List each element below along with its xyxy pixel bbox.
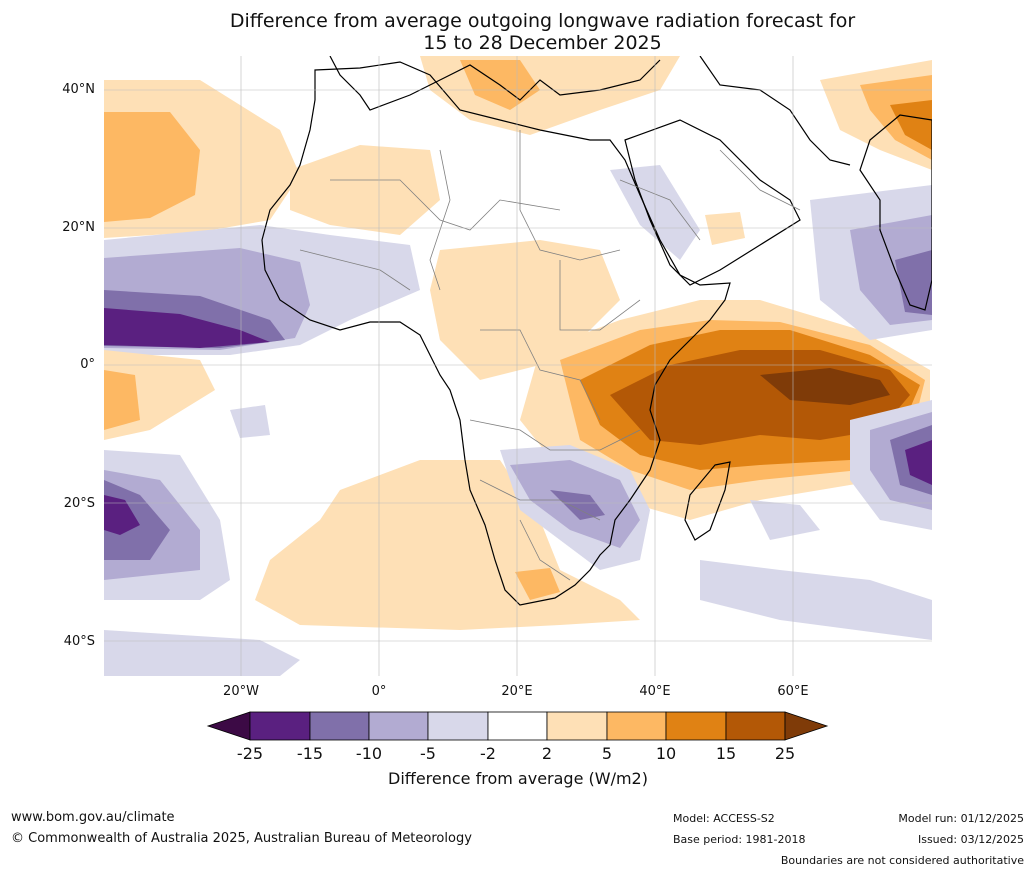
colorbar-segment-10-15 [665,711,727,741]
anomaly-se-indian-neg-max [905,440,932,485]
lat-label-40n: 40°N [62,82,95,97]
coastline-africa [261,61,731,606]
colorbar-segment-neg15-neg10 [309,711,370,741]
footer-website[interactable]: www.bom.gov.au/climate [11,810,175,825]
colorbar-tick-label: -5 [420,744,436,763]
colorbar-tick-label: 10 [655,744,677,763]
colorbar-segment-2-5 [546,711,608,741]
title-line-1: Difference from average outgoing longwav… [229,10,856,32]
colorbar-extend-high [784,711,829,741]
anomaly-south-africa-pos-strong [515,568,560,600]
colorbar-segment-5-10 [606,711,667,741]
chart-title: Difference from average outgoing longwav… [0,10,1035,54]
anomaly-arabian-sea-neg-strong [895,250,932,315]
footer-base-period: Base period: 1981-2018 [673,833,806,846]
footer-issued: Issued: 03/12/2025 [917,833,1024,846]
coastline-europe [329,56,661,111]
colorbar-segment-neg2-2 [487,711,548,741]
colorbar-extend-low [206,711,251,741]
anomaly-north-atlantic-pos-strong [104,112,200,222]
graticule [104,56,932,676]
country-borders [299,130,801,581]
coastline-arabia [624,119,801,286]
lat-label-20n: 20°N [62,220,95,235]
map-area [104,56,932,676]
colorbar-segment-neg5-neg2 [427,711,489,741]
lon-label-0: 0° [371,684,387,699]
coastline-madagascar [684,461,731,541]
colorbar-tick-label: 2 [541,744,553,763]
anomaly-south-ocean-neg [104,630,300,676]
anomaly-south-indian-neg [700,560,932,640]
anomaly-southern-africa-neg-strong [550,490,605,520]
footer-disclaimer: Boundaries are not considered authoritat… [780,854,1024,867]
colorbar-tick-label: -25 [236,744,264,763]
anomaly-gulf-guinea-neg [230,405,270,438]
colorbar [206,711,829,741]
colorbar-tick-label: -2 [480,744,496,763]
footer-model: Model: ACCESS-S2 [673,812,775,825]
anomaly-madagascar-neg [750,500,820,540]
anomaly-sahara-pos [290,145,440,235]
colorbar-segment-neg10-neg5 [368,711,429,741]
footer-model-run: Model run: 01/12/2025 [898,812,1024,825]
anomaly-south-atlantic-neg-max [104,495,140,535]
colorbar-tick-label: 5 [601,744,613,763]
lat-label-20s: 20°S [63,496,95,511]
colorbar-tick-label: -15 [296,744,324,763]
colorbar-tick-label: -10 [355,744,383,763]
anomaly-west-africa-pos-strong [104,370,140,430]
colorbar-tick-label: 25 [774,744,796,763]
colorbar-title: Difference from average (W/m2) [388,769,648,788]
lon-label-20w: 20°W [223,684,259,699]
footer-copyright: © Commonwealth of Australia 2025, Austra… [11,831,472,846]
anomaly-indian-ocean-pos-max [760,368,890,405]
title-line-2: 15 to 28 December 2025 [423,32,662,54]
lon-label-20e: 20°E [501,684,533,699]
coastline-asia-north [699,56,851,166]
lat-label-40s: 40°S [63,634,95,649]
colorbar-tick-label: 15 [715,744,737,763]
lon-label-60e: 60°E [777,684,809,699]
anomaly-asia-pos-max [890,100,932,150]
lon-label-40e: 40°E [639,684,671,699]
colorbar-segment-neg25-neg15 [249,711,311,741]
coastline-india [859,114,932,311]
colorbar-segment-15-25 [725,711,786,741]
anomaly-arabia-pos [705,212,745,245]
lat-label-0: 0° [80,357,95,372]
anomaly-tropical-atlantic-neg-max [104,308,270,348]
